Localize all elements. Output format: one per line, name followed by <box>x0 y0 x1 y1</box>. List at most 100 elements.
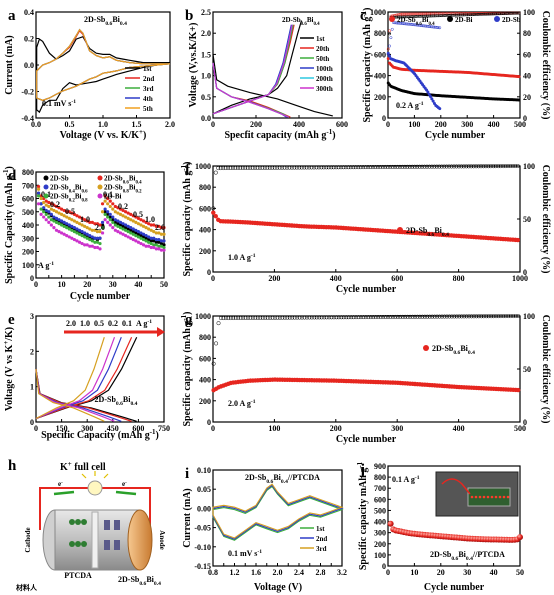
y-tick-label: 500 <box>22 208 34 217</box>
legend-entry: 50th <box>316 55 329 63</box>
ce-point <box>437 164 442 169</box>
rate-point <box>106 196 110 201</box>
ce-point <box>363 165 368 170</box>
rate-point <box>85 243 89 247</box>
x-axis-label: Cycle number <box>336 284 397 295</box>
rate-point <box>108 218 112 222</box>
rate-point <box>62 224 66 228</box>
rate-point <box>144 239 148 243</box>
legend-entry: 4th <box>143 95 153 103</box>
rate-point <box>157 244 161 248</box>
ce-point <box>402 164 407 169</box>
ce-point <box>429 164 434 169</box>
rate-point <box>75 220 79 224</box>
ce-point <box>464 314 469 319</box>
x-tick-label: 200 <box>330 424 342 433</box>
legend-marker <box>97 175 103 181</box>
rate-point <box>162 245 166 250</box>
rate-point <box>60 223 64 227</box>
plot-frame <box>212 165 521 273</box>
ce-point <box>218 316 223 321</box>
ce-point <box>442 164 447 169</box>
y-tick-label: -0.10 <box>194 543 211 552</box>
rate-point <box>124 215 128 219</box>
rate-point <box>49 223 53 227</box>
ce-point <box>394 13 398 17</box>
rate-unit-label: A g-1 <box>136 319 152 328</box>
cv-curve-3rd <box>212 483 344 539</box>
rate-point <box>162 232 166 236</box>
x-tick-label: 50 <box>160 280 168 289</box>
ce-point <box>358 315 363 320</box>
ce-point <box>319 165 324 170</box>
ce-point <box>218 166 223 171</box>
panel-a: 0.0 0.5 1.0 1.5 2.0 -0.4 -0.2 0.0 0.2 0.4 a 1st 2nd 3… <box>4 8 175 141</box>
rate-point <box>36 184 41 189</box>
x-tick-label: 0 <box>34 280 38 289</box>
ce-point <box>435 26 439 29</box>
ce-point <box>322 315 327 320</box>
panel-e: 0 150 300 450 600 750 0 1 2 3 e 2.0 1.0 0.5 0.2 0.1 A g-… <box>2 312 170 441</box>
potassium-ion <box>69 541 75 547</box>
rate-point <box>44 199 48 203</box>
ce-point <box>385 314 390 319</box>
rate-point <box>80 234 84 238</box>
ce-point <box>431 25 435 29</box>
ce-point <box>263 315 268 320</box>
rate-point <box>52 226 56 230</box>
rate-point <box>52 215 56 219</box>
ce-point <box>506 314 511 319</box>
x-tick-label: 30 <box>109 280 117 289</box>
rate-point <box>100 220 105 224</box>
rate-point <box>98 247 102 251</box>
rate-point <box>118 212 123 216</box>
ce-point <box>324 315 329 320</box>
ce-point <box>223 166 228 171</box>
rate-point <box>67 210 71 214</box>
rate-point <box>52 219 56 223</box>
ce-point <box>336 165 341 170</box>
ce-point <box>295 315 300 320</box>
ce-point <box>434 25 438 29</box>
ce-point <box>467 314 472 319</box>
ce-point <box>309 315 314 320</box>
rate-point <box>65 234 69 238</box>
ce-point <box>267 165 272 170</box>
x-tick-label: 200 <box>435 120 447 129</box>
ce-point <box>314 165 319 170</box>
x-tick-label: 10 <box>58 280 66 289</box>
rate-point <box>98 230 102 234</box>
rate-point <box>131 219 135 223</box>
y-tick-label: 3 <box>30 312 34 321</box>
ce-point <box>451 164 457 169</box>
x-tick-label: 200 <box>268 274 280 283</box>
ce-point <box>449 164 454 169</box>
cell-annotation: 2D-Sb0.6Bi0.4//PTCDA <box>245 473 320 485</box>
ce-point <box>344 315 349 320</box>
ce-point <box>241 315 246 320</box>
led-dot <box>490 495 494 499</box>
rate-point <box>141 235 146 239</box>
ce-point <box>405 164 410 169</box>
y-tick-label: 600 <box>199 354 211 363</box>
y2-tick-label: 80 <box>523 29 531 38</box>
y-tick-label: 800 <box>199 333 211 342</box>
legend-marker <box>389 16 395 22</box>
rate-unit-label: A g-1 <box>38 261 54 270</box>
ce-point <box>403 22 407 26</box>
ce-point <box>517 11 521 15</box>
potassium-ion <box>75 541 81 547</box>
ce-point <box>400 21 403 25</box>
y-tick-label: 0 <box>207 268 211 277</box>
ce-point <box>354 315 359 320</box>
legend-entry: 20th <box>316 45 329 53</box>
rate-point <box>42 210 46 214</box>
rate-label: 0.1 <box>122 319 132 328</box>
rate-point <box>72 237 76 242</box>
ce-point <box>417 23 421 27</box>
x-axis-label: Specfit capacity (mAh g-1) <box>224 128 335 141</box>
rate-point <box>147 237 151 242</box>
ce-point <box>424 164 429 169</box>
rate-point <box>136 235 140 239</box>
rate-point <box>118 231 123 235</box>
